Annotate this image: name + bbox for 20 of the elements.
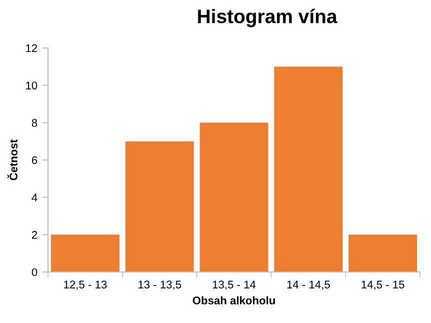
chart-title: Histogram vína	[198, 8, 338, 28]
bar	[125, 141, 194, 272]
y-tick-label: 0	[32, 268, 38, 276]
y-tick-label: 8	[32, 118, 38, 127]
bar	[50, 234, 120, 272]
x-tick-label: 13,5 - 14	[212, 280, 256, 290]
y-tick-label: 12	[26, 44, 38, 52]
x-tick-label: 14,5 - 15	[362, 280, 404, 290]
y-tick-label: 6	[32, 156, 38, 164]
bar	[200, 122, 268, 272]
y-tick-label: 4	[32, 194, 38, 202]
x-tick-label: 12,5 - 13	[64, 280, 107, 290]
y-tick-label: 10	[26, 82, 38, 90]
x-tick-label: 14 - 14,5	[287, 280, 330, 290]
y-tick-label: 2	[32, 230, 38, 239]
bar	[348, 234, 418, 272]
x-axis-title: Obsah alkoholu	[192, 296, 275, 304]
bar	[274, 66, 343, 272]
x-tick-label: 13 - 13,5	[138, 280, 182, 290]
y-axis-title: Četnost	[7, 139, 18, 180]
